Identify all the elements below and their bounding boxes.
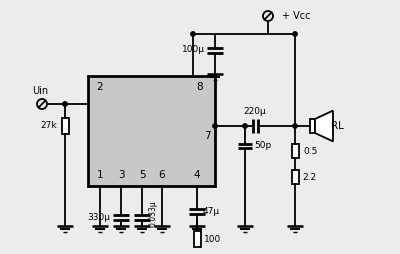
Text: 4: 4 xyxy=(194,170,200,180)
Bar xyxy=(62,118,68,134)
Text: 50p: 50p xyxy=(254,141,272,151)
Circle shape xyxy=(293,124,297,128)
Text: 330μ: 330μ xyxy=(88,213,110,221)
Text: 47μ: 47μ xyxy=(202,207,220,215)
Text: 27k: 27k xyxy=(41,121,57,131)
Text: 100μ: 100μ xyxy=(182,45,204,55)
Bar xyxy=(292,170,298,184)
Text: 1: 1 xyxy=(97,170,103,180)
Bar xyxy=(310,119,315,133)
Circle shape xyxy=(213,124,217,128)
Text: 2: 2 xyxy=(97,82,103,92)
Text: 7: 7 xyxy=(204,131,210,141)
Text: 6: 6 xyxy=(159,170,165,180)
Text: Uin: Uin xyxy=(32,86,48,96)
Polygon shape xyxy=(315,110,333,141)
Text: 0.033μ: 0.033μ xyxy=(148,201,158,227)
Bar xyxy=(88,76,215,186)
Circle shape xyxy=(191,32,195,36)
Text: 2.2: 2.2 xyxy=(302,172,316,182)
Text: RL: RL xyxy=(330,121,344,131)
Text: + Vcc: + Vcc xyxy=(282,11,310,21)
Bar xyxy=(292,144,298,158)
Circle shape xyxy=(293,32,297,36)
Text: 100: 100 xyxy=(204,234,222,244)
Text: 5: 5 xyxy=(139,170,145,180)
Bar xyxy=(194,231,200,247)
Text: 8: 8 xyxy=(197,82,203,92)
Text: 3: 3 xyxy=(118,170,124,180)
Text: 220μ: 220μ xyxy=(244,107,266,117)
Text: 0.5: 0.5 xyxy=(304,147,318,155)
Circle shape xyxy=(63,102,67,106)
Circle shape xyxy=(243,124,247,128)
